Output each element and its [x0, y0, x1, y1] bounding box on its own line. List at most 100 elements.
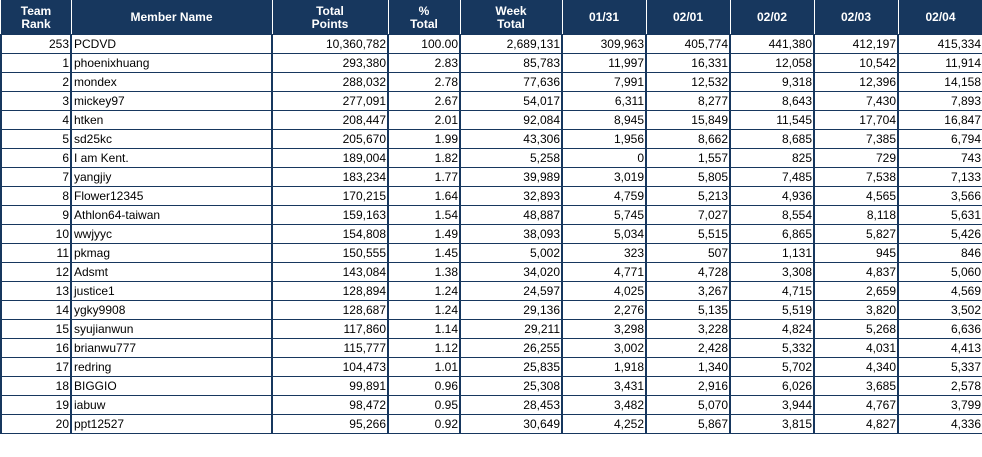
- member-name-cell: Adsmt: [70, 262, 273, 282]
- table-row: 10 wwjyyc 154,808 1.49 38,093 5,034 5,515 6,865…: [0, 224, 982, 244]
- day-0203-cell: 4,031: [813, 338, 899, 358]
- week-total-cell: 54,017: [459, 91, 563, 111]
- header-total-points[interactable]: Total Points: [271, 0, 389, 35]
- total-points-cell: 159,163: [271, 205, 389, 225]
- day-0201-cell: 5,867: [645, 414, 731, 434]
- member-name-cell: PCDVD: [70, 34, 273, 54]
- header-team-rank[interactable]: Team Rank: [0, 0, 72, 35]
- day-0204-cell: 6,636: [897, 319, 982, 339]
- day-0202-cell: 4,824: [729, 319, 815, 339]
- day-0203-cell: 945: [813, 243, 899, 263]
- day-0203-cell: 10,542: [813, 53, 899, 73]
- percent-total-cell: 1.82: [387, 148, 461, 168]
- week-total-cell: 24,597: [459, 281, 563, 301]
- day-0131-cell: 4,252: [561, 414, 647, 434]
- table-row: 19 iabuw 98,472 0.95 28,453 3,482 5,070 3,944 4,…: [0, 395, 982, 415]
- day-0201-cell: 5,515: [645, 224, 731, 244]
- day-0202-cell: 9,318: [729, 72, 815, 92]
- day-0201-cell: 405,774: [645, 34, 731, 54]
- rank-cell: 9: [0, 205, 72, 225]
- day-0202-cell: 6,026: [729, 376, 815, 396]
- member-name-cell: BIGGIO: [70, 376, 273, 396]
- rank-cell: 3: [0, 91, 72, 111]
- table-row: 16 brianwu777 115,777 1.12 26,255 3,002 2,428 5…: [0, 338, 982, 358]
- header-percent-total[interactable]: % Total: [387, 0, 461, 35]
- header-day-0204[interactable]: 02/04: [897, 0, 982, 35]
- member-name-cell: pkmag: [70, 243, 273, 263]
- day-0203-cell: 12,396: [813, 72, 899, 92]
- rank-cell: 19: [0, 395, 72, 415]
- day-0204-cell: 5,631: [897, 205, 982, 225]
- day-0204-cell: 4,413: [897, 338, 982, 358]
- day-0201-cell: 3,267: [645, 281, 731, 301]
- member-name-cell: yangjiy: [70, 167, 273, 187]
- header-day-0201[interactable]: 02/01: [645, 0, 731, 35]
- week-total-cell: 30,649: [459, 414, 563, 434]
- day-0202-cell: 3,308: [729, 262, 815, 282]
- day-0202-cell: 441,380: [729, 34, 815, 54]
- member-name-cell: mickey97: [70, 91, 273, 111]
- header-row: Team Rank Member Name Total Points % Total …: [0, 0, 982, 35]
- day-0204-cell: 7,893: [897, 91, 982, 111]
- table-body: 253 PCDVD 10,360,782 100.00 2,689,131 309,963…: [0, 34, 982, 434]
- header-member-name[interactable]: Member Name: [70, 0, 273, 35]
- day-0203-cell: 17,704: [813, 110, 899, 130]
- total-points-cell: 293,380: [271, 53, 389, 73]
- rank-cell: 253: [0, 34, 72, 54]
- total-points-cell: 170,215: [271, 186, 389, 206]
- percent-total-cell: 0.96: [387, 376, 461, 396]
- day-0201-cell: 15,849: [645, 110, 731, 130]
- day-0203-cell: 2,659: [813, 281, 899, 301]
- day-0202-cell: 825: [729, 148, 815, 168]
- total-points-cell: 98,472: [271, 395, 389, 415]
- percent-total-cell: 0.95: [387, 395, 461, 415]
- day-0202-cell: 5,519: [729, 300, 815, 320]
- day-0201-cell: 12,532: [645, 72, 731, 92]
- rank-cell: 7: [0, 167, 72, 187]
- percent-total-cell: 1.99: [387, 129, 461, 149]
- rank-cell: 20: [0, 414, 72, 434]
- week-total-cell: 39,989: [459, 167, 563, 187]
- total-points-cell: 99,891: [271, 376, 389, 396]
- total-points-cell: 117,860: [271, 319, 389, 339]
- day-0131-cell: 3,298: [561, 319, 647, 339]
- rank-cell: 2: [0, 72, 72, 92]
- day-0131-cell: 3,482: [561, 395, 647, 415]
- total-points-cell: 115,777: [271, 338, 389, 358]
- day-0201-cell: 5,135: [645, 300, 731, 320]
- week-total-cell: 32,893: [459, 186, 563, 206]
- day-0131-cell: 0: [561, 148, 647, 168]
- day-0201-cell: 7,027: [645, 205, 731, 225]
- header-day-0131[interactable]: 01/31: [561, 0, 647, 35]
- rank-cell: 15: [0, 319, 72, 339]
- day-0204-cell: 2,578: [897, 376, 982, 396]
- day-0204-cell: 16,847: [897, 110, 982, 130]
- day-0131-cell: 3,431: [561, 376, 647, 396]
- header-day-0202[interactable]: 02/02: [729, 0, 815, 35]
- week-total-cell: 43,306: [459, 129, 563, 149]
- day-0203-cell: 412,197: [813, 34, 899, 54]
- week-total-cell: 25,835: [459, 357, 563, 377]
- day-0202-cell: 5,702: [729, 357, 815, 377]
- percent-total-cell: 1.45: [387, 243, 461, 263]
- total-points-cell: 208,447: [271, 110, 389, 130]
- table-row: 15 syujianwun 117,860 1.14 29,211 3,298 3,228 4…: [0, 319, 982, 339]
- day-0202-cell: 8,554: [729, 205, 815, 225]
- member-name-cell: redring: [70, 357, 273, 377]
- table-row: 2 mondex 288,032 2.78 77,636 7,991 12,532 9,318…: [0, 72, 982, 92]
- week-total-cell: 29,136: [459, 300, 563, 320]
- day-0131-cell: 8,945: [561, 110, 647, 130]
- header-week-total[interactable]: Week Total: [459, 0, 563, 35]
- header-day-0203[interactable]: 02/03: [813, 0, 899, 35]
- member-name-cell: justice1: [70, 281, 273, 301]
- total-points-cell: 95,266: [271, 414, 389, 434]
- table-row: 12 Adsmt 143,084 1.38 34,020 4,771 4,728 3,308 4…: [0, 262, 982, 282]
- rank-cell: 16: [0, 338, 72, 358]
- day-0204-cell: 743: [897, 148, 982, 168]
- day-0201-cell: 16,331: [645, 53, 731, 73]
- member-name-cell: wwjyyc: [70, 224, 273, 244]
- day-0204-cell: 3,502: [897, 300, 982, 320]
- day-0203-cell: 8,118: [813, 205, 899, 225]
- member-name-cell: ygky9908: [70, 300, 273, 320]
- day-0203-cell: 5,268: [813, 319, 899, 339]
